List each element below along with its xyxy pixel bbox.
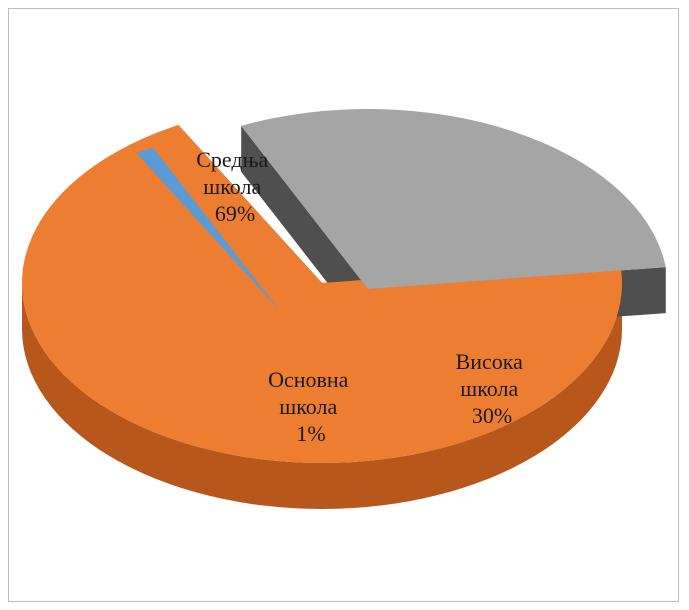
secondary-school-slice xyxy=(22,124,623,463)
pie-top-faces xyxy=(22,109,666,463)
pie-sides xyxy=(22,283,622,509)
secondary-school-side-wall-0 xyxy=(22,283,622,509)
label-primary-school: Основна школа 1% xyxy=(268,367,354,446)
label-secondary-school: Средња школа 69% xyxy=(196,147,274,226)
label-higher-school: Висока школа 30% xyxy=(456,349,529,428)
higher-school-slice xyxy=(241,109,666,289)
primary-school-slice xyxy=(136,147,280,311)
